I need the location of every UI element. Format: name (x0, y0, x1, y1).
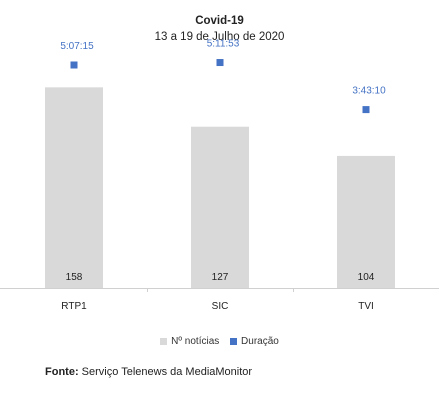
x-tick-label-rtp1: RTP1 (61, 301, 87, 312)
bar-label-rtp1: 158 (66, 272, 83, 283)
source-text: Serviço Telenews da MediaMonitor (81, 366, 253, 378)
marker-tvi (362, 106, 370, 114)
marker-sic (216, 59, 224, 67)
bar-sic (191, 126, 249, 289)
x-tick-label-tvi: TVI (358, 301, 374, 312)
bar-label-sic: 127 (212, 272, 229, 283)
legend-item-duracao: Duração (230, 336, 279, 347)
chart-title: Covid-19 (195, 15, 244, 27)
chart-legend: Nº notícias Duração (0, 336, 439, 348)
x-tick-label-sic: SIC (212, 301, 229, 312)
legend-label-noticias: Nº notícias (171, 336, 220, 347)
marker-rtp1 (70, 61, 78, 69)
marker-label-sic: 5:11:53 (207, 39, 240, 50)
legend-swatch-duracao (230, 338, 238, 345)
source-note: Fonte: Serviço Telenews da MediaMonitor (45, 366, 252, 378)
marker-label-tvi: 3:43:10 (352, 86, 386, 97)
chart-plot: 158 RTP1 5:07:15 127 SIC 5:11:53 104 TVI 3:43:10 (0, 39, 439, 312)
bar-label-tvi: 104 (358, 272, 375, 283)
chart-subtitle: 13 a 19 de Julho de 2020 (154, 31, 285, 43)
legend-swatch-noticias (160, 338, 168, 345)
marker-label-rtp1: 5:07:15 (60, 41, 94, 52)
source-label: Fonte: (45, 366, 79, 378)
legend-item-noticias: Nº notícias (160, 336, 219, 347)
bar-rtp1 (45, 87, 103, 288)
legend-label-duracao: Duração (241, 336, 279, 347)
bar-tvi (337, 155, 395, 288)
